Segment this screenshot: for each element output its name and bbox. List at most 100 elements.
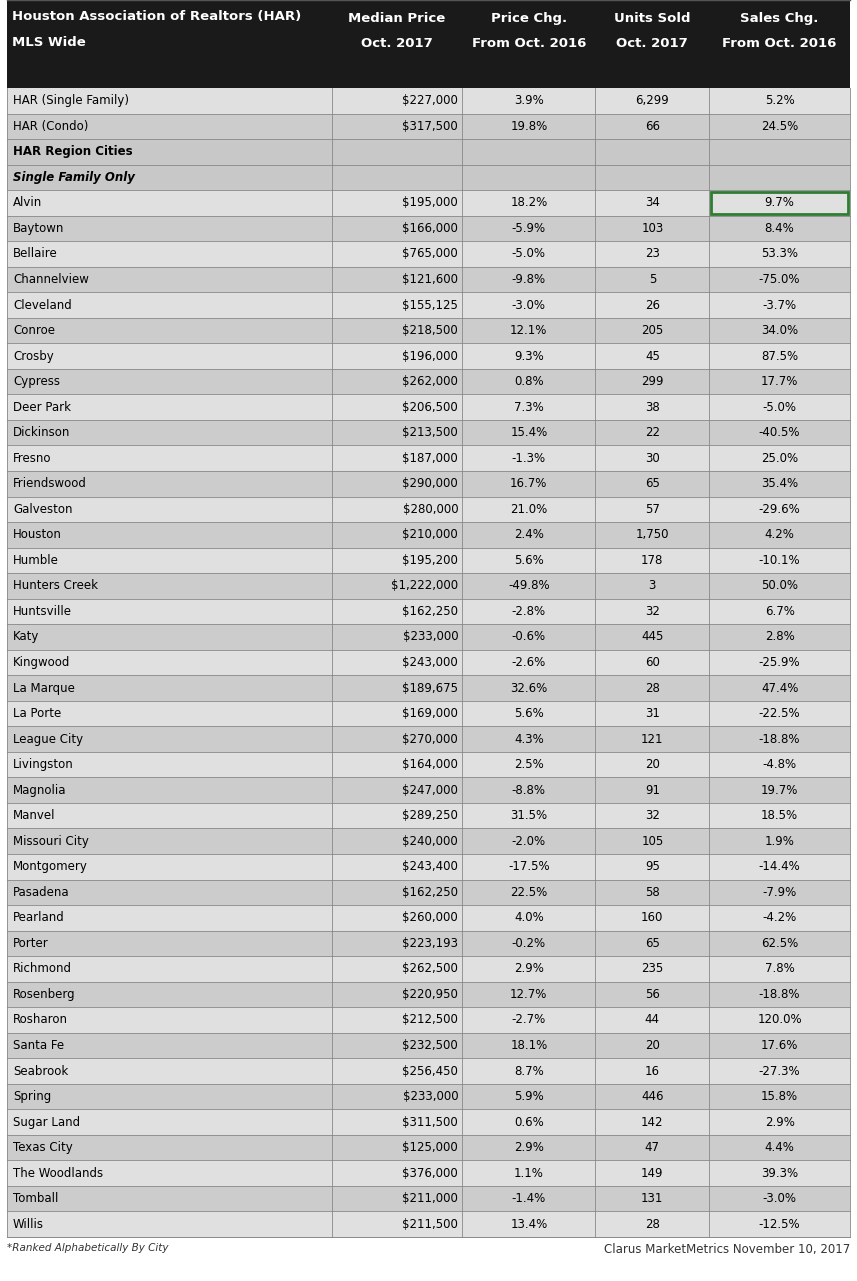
Text: $195,000: $195,000	[403, 196, 458, 209]
Text: $210,000: $210,000	[403, 528, 458, 542]
Text: 16.7%: 16.7%	[510, 478, 548, 491]
Text: 142: 142	[641, 1116, 663, 1129]
Text: Price Chg.: Price Chg.	[491, 12, 566, 26]
Text: 5.6%: 5.6%	[514, 553, 543, 567]
Text: $243,000: $243,000	[403, 656, 458, 669]
Text: -4.8%: -4.8%	[763, 758, 797, 771]
Text: -75.0%: -75.0%	[758, 273, 800, 286]
Text: 47: 47	[644, 1141, 660, 1154]
Text: 235: 235	[641, 962, 663, 975]
Text: 38: 38	[645, 401, 660, 414]
Text: 18.2%: 18.2%	[510, 196, 548, 209]
Text: Katy: Katy	[13, 630, 39, 643]
Bar	[7, 114, 850, 140]
Text: Crosby: Crosby	[13, 350, 54, 363]
Text: Spring: Spring	[13, 1090, 51, 1103]
Text: 4.0%: 4.0%	[514, 911, 543, 925]
Text: 39.3%: 39.3%	[761, 1167, 798, 1180]
Text: The Woodlands: The Woodlands	[13, 1167, 103, 1180]
Bar	[7, 598, 850, 624]
Text: Manvel: Manvel	[13, 810, 56, 822]
Text: -8.8%: -8.8%	[512, 784, 546, 797]
Text: 20: 20	[644, 758, 660, 771]
Bar	[7, 1109, 850, 1135]
Text: 1.9%: 1.9%	[764, 835, 794, 848]
Text: Oct. 2017: Oct. 2017	[361, 37, 433, 50]
Text: Cleveland: Cleveland	[13, 298, 72, 311]
Text: -18.8%: -18.8%	[758, 733, 800, 746]
Bar	[7, 395, 850, 420]
Text: 44: 44	[644, 1013, 660, 1026]
Text: Santa Fe: Santa Fe	[13, 1039, 64, 1052]
Text: Dickinson: Dickinson	[13, 427, 70, 439]
Text: 25.0%: 25.0%	[761, 452, 798, 465]
Bar	[7, 215, 850, 241]
Bar	[7, 930, 850, 956]
Text: 19.8%: 19.8%	[510, 120, 548, 133]
Text: 28: 28	[644, 1218, 660, 1231]
Text: 56: 56	[644, 988, 660, 1000]
Text: 6.7%: 6.7%	[764, 605, 794, 617]
Bar	[7, 1186, 850, 1212]
Text: 18.5%: 18.5%	[761, 810, 798, 822]
Bar	[7, 573, 850, 598]
Text: 20: 20	[644, 1039, 660, 1052]
Bar	[7, 649, 850, 675]
Text: $247,000: $247,000	[402, 784, 458, 797]
Text: -2.8%: -2.8%	[512, 605, 546, 617]
Text: $317,500: $317,500	[403, 120, 458, 133]
Bar	[7, 446, 850, 471]
Text: Sugar Land: Sugar Land	[13, 1116, 80, 1129]
Text: 0.6%: 0.6%	[514, 1116, 543, 1129]
Bar	[7, 1212, 850, 1237]
Text: Cypress: Cypress	[13, 375, 60, 388]
Text: $260,000: $260,000	[403, 911, 458, 925]
Text: 6,299: 6,299	[635, 95, 669, 108]
Text: Tomball: Tomball	[13, 1193, 58, 1205]
Text: 4.4%: 4.4%	[764, 1141, 794, 1154]
Text: 32: 32	[644, 605, 660, 617]
Text: $195,200: $195,200	[402, 553, 458, 567]
Text: La Marque: La Marque	[13, 681, 75, 694]
Text: Hunters Creek: Hunters Creek	[13, 579, 98, 592]
Text: 2.9%: 2.9%	[514, 1141, 543, 1154]
Text: -40.5%: -40.5%	[758, 427, 800, 439]
Text: $212,500: $212,500	[402, 1013, 458, 1026]
Text: -4.2%: -4.2%	[763, 911, 797, 925]
Bar	[7, 0, 850, 88]
Bar	[7, 829, 850, 854]
Text: Willis: Willis	[13, 1218, 44, 1231]
Text: 15.8%: 15.8%	[761, 1090, 798, 1103]
Text: $262,000: $262,000	[402, 375, 458, 388]
Text: 7.8%: 7.8%	[764, 962, 794, 975]
Bar	[7, 956, 850, 981]
Text: $243,400: $243,400	[402, 861, 458, 874]
Text: HAR (Single Family): HAR (Single Family)	[13, 95, 129, 108]
Text: -1.4%: -1.4%	[512, 1193, 546, 1205]
Bar	[7, 1084, 850, 1109]
Text: $1,222,000: $1,222,000	[391, 579, 458, 592]
Text: 87.5%: 87.5%	[761, 350, 798, 363]
Text: 24.5%: 24.5%	[761, 120, 798, 133]
Text: Houston Association of Realtors (HAR): Houston Association of Realtors (HAR)	[12, 10, 302, 23]
Text: -3.0%: -3.0%	[512, 298, 546, 311]
Text: HAR (Condo): HAR (Condo)	[13, 120, 88, 133]
Text: -0.6%: -0.6%	[512, 630, 546, 643]
Bar	[7, 1032, 850, 1058]
Text: Sales Chg.: Sales Chg.	[740, 12, 818, 26]
Text: -27.3%: -27.3%	[758, 1065, 800, 1077]
Bar	[7, 1135, 850, 1161]
Text: MLS Wide: MLS Wide	[12, 36, 86, 49]
Text: 23: 23	[644, 247, 660, 260]
Text: 34.0%: 34.0%	[761, 324, 798, 337]
Text: 62.5%: 62.5%	[761, 936, 798, 951]
Text: 2.9%: 2.9%	[764, 1116, 794, 1129]
Text: Magnolia: Magnolia	[13, 784, 67, 797]
Text: 0.8%: 0.8%	[514, 375, 543, 388]
Text: 32: 32	[644, 810, 660, 822]
Text: 1.1%: 1.1%	[514, 1167, 543, 1180]
Text: 178: 178	[641, 553, 663, 567]
Text: 50.0%: 50.0%	[761, 579, 798, 592]
Text: -7.9%: -7.9%	[763, 885, 797, 899]
Text: Seabrook: Seabrook	[13, 1065, 69, 1077]
